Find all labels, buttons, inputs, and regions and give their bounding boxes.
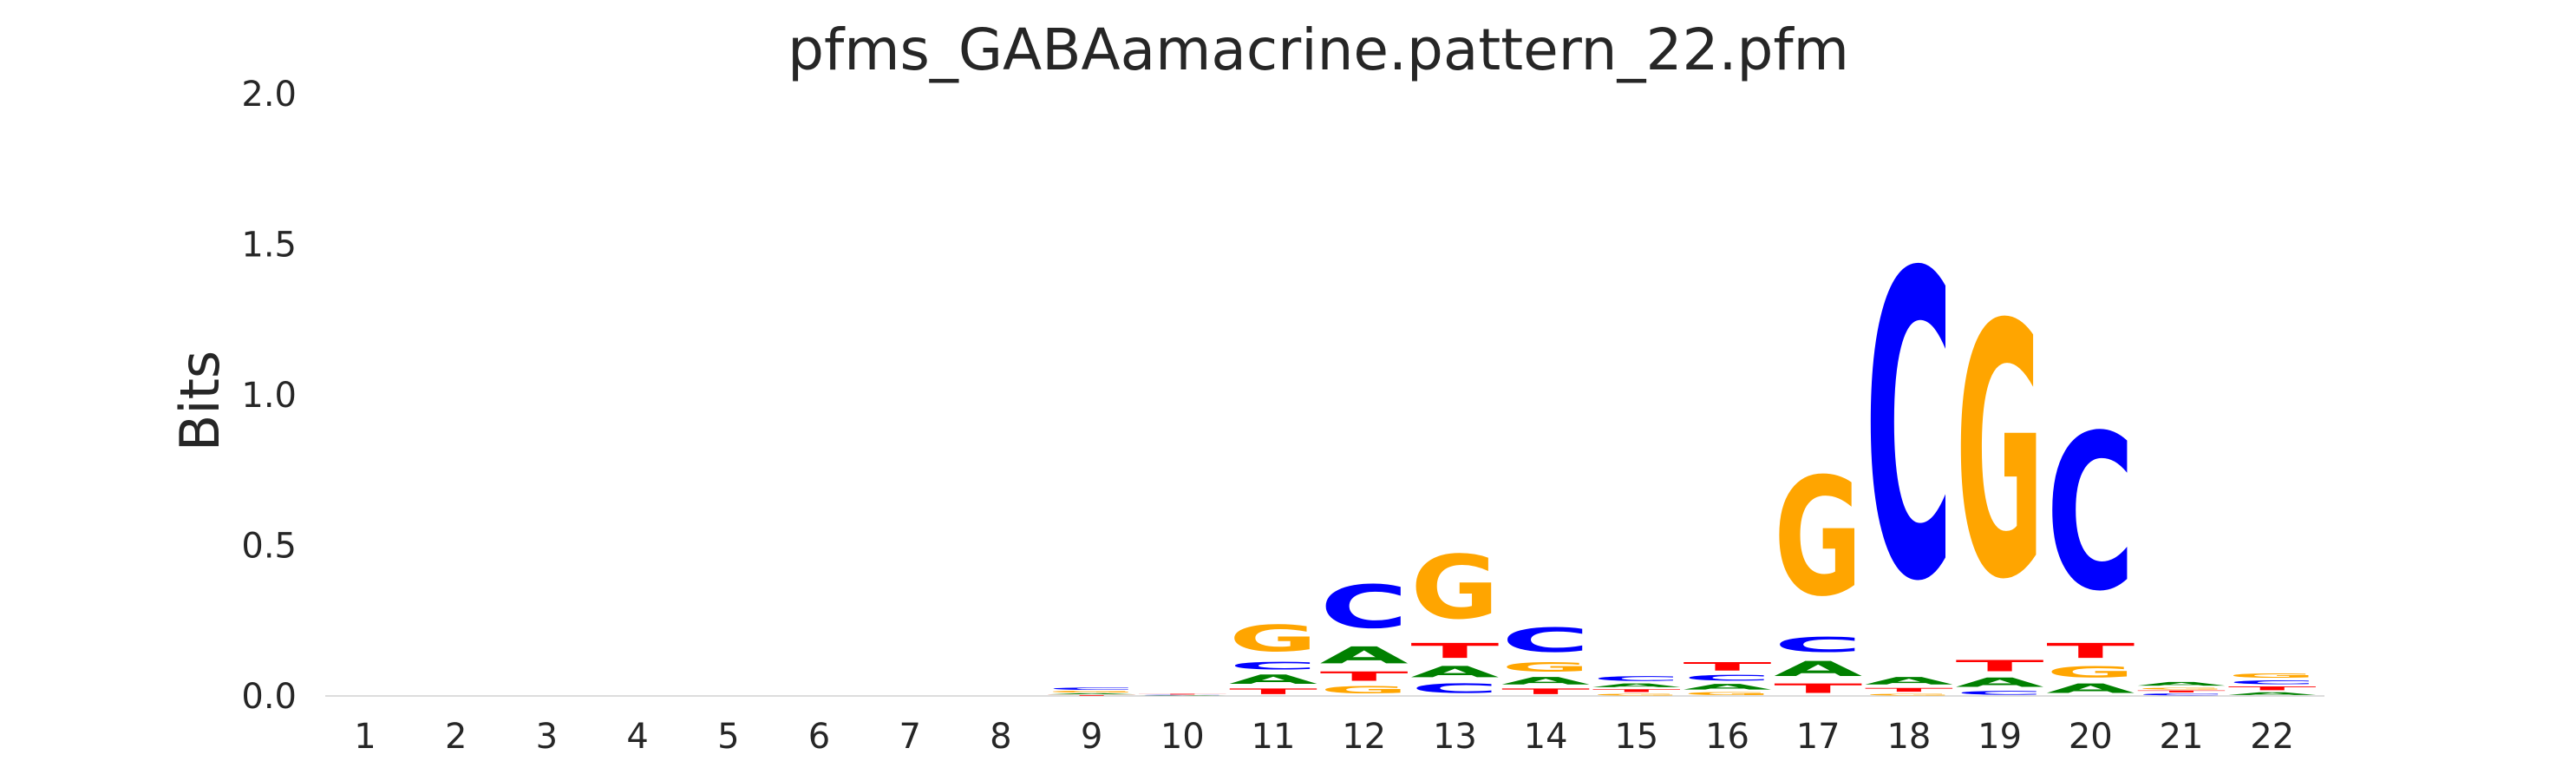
logo-letter-c: C [1048,687,1136,691]
logo-letter-g: G [1684,692,1772,696]
chart-title: pfms_GABAamacrine.pattern_22.pfm [788,16,1849,83]
x-tick-label: 6 [808,717,830,757]
logo-letter-a: A [2228,692,2317,696]
y-axis-ticks: 0.0 0.5 1.0 1.5 2.0 [241,75,297,717]
x-tick-label: 12 [1342,717,1386,757]
logo-letter-t: T [1410,639,1499,662]
logo-letter-g: G [2046,663,2135,681]
logo-letter-g: G [1501,660,1590,674]
x-tick-label: 17 [1796,717,1840,757]
x-tick-label: 13 [1433,717,1477,757]
x-axis-ticks: 1 2 3 4 5 6 7 8 9 10 11 12 13 14 15 16 17 18 19 20 21 22 [354,717,2294,757]
logo-letter-t: T [2228,686,2317,692]
x-tick-label: 15 [1614,717,1658,757]
logo-letter-a: A [1229,672,1318,686]
y-tick-label: 2.0 [241,75,297,115]
x-tick-label: 3 [536,717,558,757]
logo-letter-c: C [2228,679,2317,686]
logo-letter-c: C [1138,695,1226,696]
logo-letter-t: T [1774,681,1862,696]
x-tick-label: 16 [1705,717,1749,757]
logo-letter-c: C [1592,675,1681,683]
logo-letter-g: G [1410,536,1499,639]
logo-letter-c: C [1501,621,1590,660]
logo-letter-a: A [1684,682,1772,691]
logo-letter-a: A [2137,681,2226,687]
y-tick-label: 1.5 [241,226,297,266]
x-tick-label: 9 [1081,717,1102,757]
logo-letter-g: G [2228,672,2317,679]
logo-letter-c: C [1410,681,1499,696]
logo-letter-t: T [1501,687,1590,696]
x-tick-label: 22 [2250,717,2294,757]
logo-letter-t: T [1229,687,1317,696]
logo-letter-g: G [1320,684,1409,696]
logo-letter-t: T [1684,660,1772,673]
logo-letter-g: G [1229,618,1317,660]
x-tick-label: 2 [445,717,467,757]
x-tick-label: 14 [1524,717,1568,757]
logo-letter-a: A [2046,681,2135,696]
logo-letter-g: G [1956,251,2044,655]
logo-letter-a: A [1320,642,1409,669]
logo-letter-a: A [1865,675,1953,687]
logo-letter-a: A [1956,675,2045,690]
y-tick-label: 0.0 [241,677,297,717]
logo-letter-c: C [2137,693,2226,696]
x-tick-label: 21 [2160,717,2204,757]
logo-letter-g: G [2137,687,2226,690]
logo-letter-t: T [2046,639,2135,662]
y-axis-title: Bits [168,351,232,451]
logo-letter-c: C [1865,185,1953,673]
logo-letter-t: T [1592,688,1681,692]
y-tick-label: 1.0 [241,376,297,416]
logo-letter-g: G [1774,444,1862,633]
x-tick-label: 8 [990,717,1011,757]
logo-letter-t: T [2137,690,2226,692]
logo-letter-c: C [2046,390,2135,639]
logo-letter-c: C [1229,660,1317,672]
x-tick-label: 19 [1978,717,2022,757]
x-tick-label: 10 [1161,717,1205,757]
logo-letter-a: A [1048,693,1136,695]
logo-letter-a: A [1592,682,1681,688]
x-tick-label: 7 [899,717,920,757]
logo-letter-a: A [1138,695,1226,696]
logo-letter-a: A [1410,663,1499,681]
x-tick-label: 1 [354,717,376,757]
logo-letter-t: T [1320,669,1409,684]
logo-letter-g: G [1592,693,1681,696]
x-tick-label: 4 [626,717,648,757]
logo-letter-g: G [1865,693,1953,696]
logo-letter-c: C [1956,690,2044,696]
logo-letter-t: T [1865,687,1953,693]
logo-letter-c: C [1684,673,1772,682]
logo-letter-t: T [1956,657,2045,675]
logo-letter-a: A [1774,657,1862,681]
x-tick-label: 18 [1886,717,1931,757]
logo-letter-g: G [1048,691,1136,693]
logo-letter-a: A [1501,675,1590,687]
logo-letter-t: T [1138,693,1226,694]
logo-letter-c: C [1774,633,1862,657]
x-tick-label: 5 [717,717,739,757]
x-tick-label: 20 [2069,717,2113,757]
x-tick-label: 11 [1252,717,1296,757]
y-tick-label: 0.5 [241,527,297,567]
logo-letter-t: T [1048,695,1136,696]
logo-letter-c: C [1320,573,1409,642]
